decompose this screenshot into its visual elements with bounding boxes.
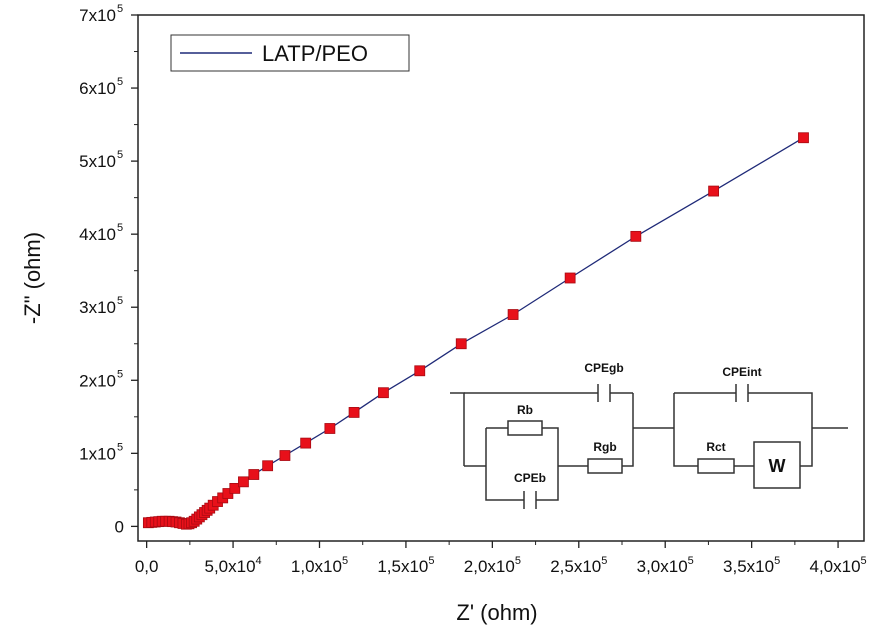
y-tick-exponent: 5 bbox=[117, 368, 123, 380]
data-point bbox=[324, 423, 336, 434]
circuit-wire bbox=[673, 393, 698, 467]
x-tick-label: 0,0 bbox=[135, 557, 159, 576]
cpegb-label: CPEgb bbox=[584, 361, 623, 375]
y-tick-exponent: 5 bbox=[117, 76, 123, 88]
circuit-wire bbox=[622, 393, 634, 467]
x-tick-label: 4,0x105 bbox=[809, 555, 866, 576]
data-point bbox=[630, 230, 642, 242]
x-tick-label: 3,0x105 bbox=[637, 555, 694, 576]
legend-label: LATP/PEO bbox=[262, 41, 368, 66]
y-tick-exponent: 5 bbox=[117, 3, 123, 15]
equivalent-circuit-inset bbox=[450, 384, 848, 509]
y-tick-label: 7x10 bbox=[79, 6, 116, 25]
x-axis: 0,0 5,0x104 1,0x105 1,5x105 2,0x105 2,5x105 3,… bbox=[135, 541, 867, 576]
series-points-latp-peo bbox=[142, 132, 809, 530]
rb-label: Rb bbox=[517, 403, 533, 417]
data-point bbox=[507, 309, 519, 320]
data-point bbox=[238, 476, 249, 488]
data-point bbox=[708, 185, 720, 197]
rgb-label: Rgb bbox=[593, 440, 616, 454]
data-point bbox=[564, 272, 576, 284]
y-tick-exponent: 5 bbox=[117, 149, 123, 161]
legend: LATP/PEO bbox=[170, 34, 410, 72]
circuit-wire bbox=[748, 392, 813, 467]
y-tick-label: 3x10 bbox=[79, 298, 116, 317]
circuit-labels: CPEgb Rb Rgb CPEb CPEint Rct W bbox=[514, 361, 786, 485]
x-tick-label: 2,0x105 bbox=[464, 555, 521, 576]
plot-frame bbox=[137, 14, 865, 542]
data-point bbox=[229, 482, 241, 494]
circuit-wire bbox=[450, 392, 465, 466]
circuit-wire bbox=[485, 428, 524, 501]
y-tick-label: 4x10 bbox=[79, 225, 116, 244]
y-tick-label: 2x10 bbox=[79, 371, 116, 390]
cpeb-label: CPEb bbox=[514, 471, 546, 485]
rgb-resistor bbox=[587, 458, 623, 474]
x-axis-title: Z' (ohm) bbox=[456, 600, 537, 625]
data-point bbox=[348, 407, 360, 418]
x-tick-label: 3,5x105 bbox=[723, 555, 780, 576]
circuit-wire bbox=[536, 427, 559, 501]
x-tick-label: 2,5x105 bbox=[550, 555, 607, 576]
y-tick-exponent: 5 bbox=[117, 222, 123, 234]
x-tick-label: 1,5x105 bbox=[377, 555, 434, 576]
data-point bbox=[378, 387, 389, 399]
rct-label: Rct bbox=[706, 440, 725, 454]
y-tick-label: 1x10 bbox=[79, 444, 116, 463]
x-tick-label: 5,0x104 bbox=[204, 555, 261, 576]
warburg-label: W bbox=[769, 456, 786, 476]
rct-resistor bbox=[697, 458, 735, 474]
y-tick-exponent: 5 bbox=[117, 295, 123, 307]
data-point bbox=[279, 450, 291, 461]
data-point bbox=[300, 437, 312, 449]
data-point bbox=[798, 132, 809, 144]
warburg-element bbox=[753, 441, 801, 489]
x-tick-label: 1,0x105 bbox=[291, 555, 348, 576]
y-tick-label: 6x10 bbox=[79, 79, 116, 98]
data-point bbox=[414, 365, 426, 377]
data-point bbox=[262, 460, 274, 472]
data-point bbox=[455, 338, 467, 350]
y-tick-label: 0 bbox=[115, 517, 124, 536]
rb-resistor bbox=[507, 420, 543, 436]
cpeint-label: CPEint bbox=[722, 365, 761, 379]
y-tick-exponent: 5 bbox=[117, 441, 123, 453]
data-point bbox=[248, 469, 260, 480]
y-tick-label: 5x10 bbox=[79, 152, 116, 171]
y-axis-title: -Z" (ohm) bbox=[20, 232, 45, 324]
